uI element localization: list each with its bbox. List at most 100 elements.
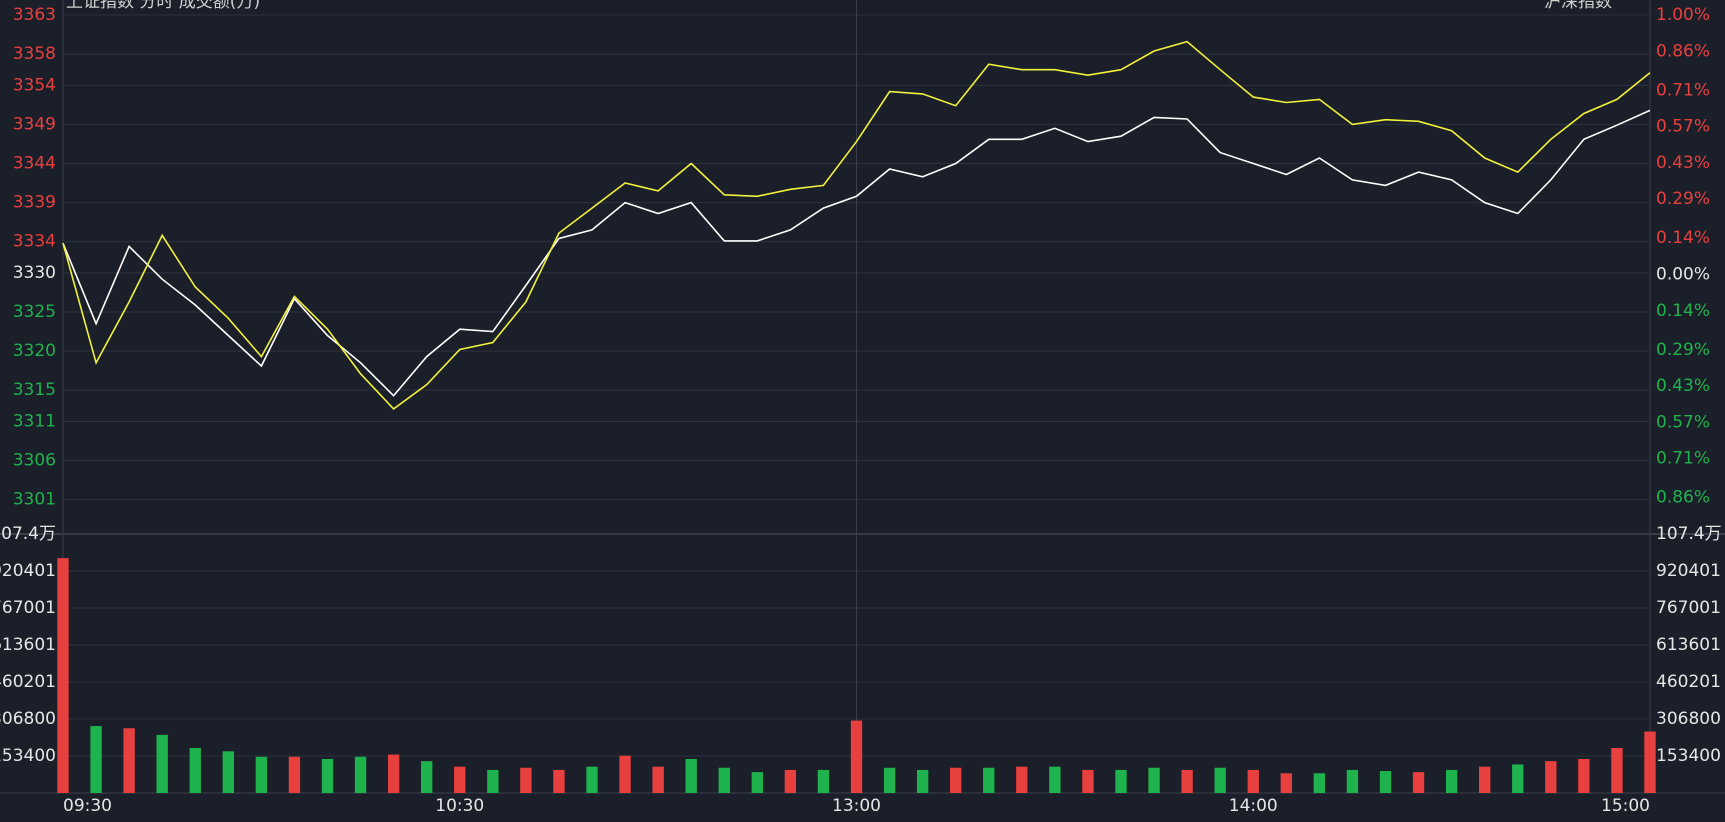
volume-bar — [487, 769, 499, 793]
y-tick-label: 3306 — [13, 451, 56, 471]
volume-tick-label: 767001 — [0, 598, 56, 618]
volume-bar — [652, 766, 664, 793]
volume-bar — [520, 767, 532, 793]
chart-title: 上证指数 分时 成交额(万) — [66, 0, 260, 12]
volume-bar — [1082, 769, 1094, 793]
y2-tick-label: 0.86% — [1656, 41, 1710, 61]
volume-tick-label: 306800 — [0, 709, 56, 729]
y-tick-label: 3358 — [13, 44, 56, 64]
volume-bar — [90, 726, 102, 793]
volume-bar — [1644, 731, 1656, 793]
y2-tick-label: 1.00% — [1656, 5, 1710, 25]
volume-bar — [1379, 771, 1392, 793]
y-tick-label: 3354 — [13, 75, 56, 95]
volume-bar — [1445, 769, 1458, 793]
volume-bar — [916, 769, 929, 793]
volume-bar — [1313, 773, 1326, 793]
y2-tick-label: 0.43% — [1656, 153, 1710, 173]
volume-bar — [883, 767, 896, 793]
volume-bar — [784, 769, 797, 793]
volume-bar — [751, 772, 763, 793]
volume-bar — [1247, 769, 1259, 793]
y-tick-label: 3339 — [13, 193, 56, 213]
y2-tick-label: 0.86% — [1656, 488, 1710, 508]
y2-tick-label: 0.57% — [1656, 412, 1710, 432]
volume-bar — [619, 755, 631, 793]
volume-bar — [1148, 767, 1160, 793]
volume-bar — [586, 766, 598, 793]
volume-tick-label-right: 460201 — [1656, 672, 1721, 692]
price-line — [62, 40, 1651, 410]
volume-bar — [189, 748, 201, 793]
y-tick-label: 3330 — [13, 263, 56, 283]
volume-bar — [1512, 764, 1524, 793]
y-tick-label: 3320 — [13, 341, 56, 361]
volume-bar — [1280, 773, 1292, 793]
y2-tick-label: 0.71% — [1656, 449, 1710, 469]
volume-bar — [1181, 769, 1193, 793]
y-tick-label: 3325 — [13, 302, 56, 322]
volume-tick-label-right: 107.4万 — [1656, 524, 1722, 544]
volume-tick-label: 460201 — [0, 672, 56, 692]
y2-tick-label: 0.29% — [1656, 189, 1710, 209]
volume-tick-label: 153400 — [0, 746, 56, 766]
y2-tick-label: 0.14% — [1656, 301, 1710, 321]
y-tick-label: 3301 — [13, 490, 56, 510]
volume-bar — [1016, 766, 1028, 793]
y-tick-label: 3363 — [13, 5, 56, 25]
volume-bar — [1578, 758, 1590, 793]
volume-bar — [288, 756, 301, 793]
y2-tick-label: 0.00% — [1656, 265, 1710, 285]
volume-bar — [354, 756, 367, 793]
volume-bar — [222, 751, 234, 793]
volume-tick-label: 107.4万 — [0, 524, 56, 544]
volume-bar — [123, 728, 135, 793]
y-tick-label: 3349 — [13, 114, 56, 134]
x-tick-label: 10:30 — [435, 796, 484, 816]
x-tick-label: 14:00 — [1229, 796, 1278, 816]
x-tick-label: 09:30 — [63, 796, 112, 816]
y2-tick-label: 0.43% — [1656, 376, 1710, 396]
volume-bar — [1346, 769, 1359, 793]
volume-bar — [850, 720, 863, 793]
volume-bar — [1545, 761, 1557, 793]
volume-bar — [255, 756, 268, 793]
volume-tick-label-right: 153400 — [1656, 746, 1721, 766]
volume-bar — [553, 769, 565, 793]
volume-bar — [387, 754, 400, 793]
y2-tick-label: 0.57% — [1656, 117, 1710, 137]
volume-tick-label: 613601 — [0, 635, 56, 655]
price-line — [62, 109, 1651, 397]
y-tick-label: 3344 — [13, 154, 56, 174]
volume-bar — [1412, 772, 1425, 793]
index-selector[interactable]: 沪深指数 — [1544, 0, 1612, 12]
volume-bar — [950, 767, 962, 793]
volume-tick-label: 920401 — [0, 561, 56, 581]
volume-bar — [1214, 767, 1226, 793]
y2-tick-label: 0.14% — [1656, 228, 1710, 248]
volume-bar — [685, 758, 697, 793]
volume-tick-label-right: 306800 — [1656, 709, 1721, 729]
volume-bar — [1049, 766, 1061, 793]
volume-bar — [156, 734, 168, 793]
volume-bar — [321, 758, 334, 793]
volume-bar — [817, 769, 830, 793]
y-tick-label: 3315 — [13, 380, 56, 400]
volume-bar — [1611, 748, 1623, 793]
volume-bar — [1479, 766, 1491, 793]
volume-bar — [57, 558, 69, 793]
y-tick-label: 3334 — [13, 232, 56, 252]
y2-tick-label: 0.29% — [1656, 340, 1710, 360]
x-tick-label: 15:00 — [1601, 796, 1650, 816]
y-tick-label: 3311 — [13, 411, 56, 431]
y2-tick-label: 0.71% — [1656, 80, 1710, 100]
volume-tick-label-right: 613601 — [1656, 635, 1721, 655]
volume-tick-label-right: 767001 — [1656, 598, 1721, 618]
volume-tick-label-right: 920401 — [1656, 561, 1721, 581]
volume-bar — [1115, 769, 1127, 793]
volume-bar — [983, 767, 995, 793]
volume-bar — [718, 767, 730, 793]
